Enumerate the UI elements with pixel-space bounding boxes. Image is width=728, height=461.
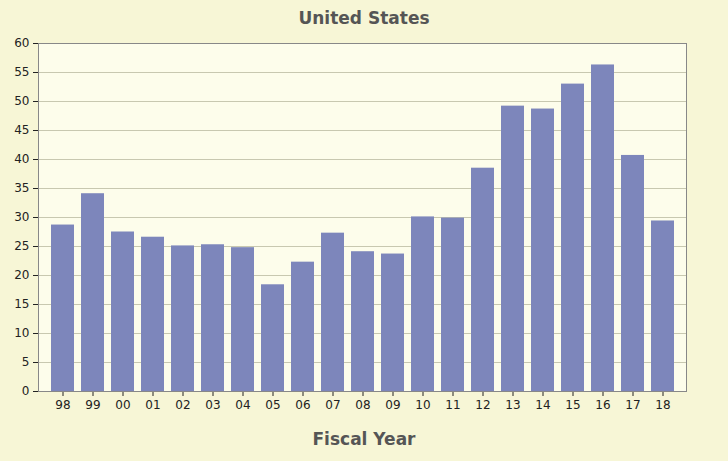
svg-text:01: 01 bbox=[145, 398, 160, 412]
svg-text:03: 03 bbox=[205, 398, 220, 412]
html-text:United States: United States bbox=[298, 8, 430, 28]
html-text:Fiscal Year: Fiscal Year bbox=[312, 429, 416, 449]
svg-text:98: 98 bbox=[55, 398, 70, 412]
svg-text:07: 07 bbox=[325, 398, 340, 412]
svg-text:20: 20 bbox=[14, 268, 29, 282]
svg-text:06: 06 bbox=[295, 398, 310, 412]
svg-text:12: 12 bbox=[475, 398, 490, 412]
svg-text:10: 10 bbox=[415, 398, 430, 412]
svg-text:18: 18 bbox=[655, 398, 670, 412]
svg-text:30: 30 bbox=[14, 210, 29, 224]
svg-text:05: 05 bbox=[265, 398, 280, 412]
svg-text:5: 5 bbox=[22, 355, 30, 369]
svg-text:15: 15 bbox=[565, 398, 580, 412]
svg-text:14: 14 bbox=[535, 398, 550, 412]
svg-text:04: 04 bbox=[235, 398, 250, 412]
svg-text:45: 45 bbox=[14, 123, 29, 137]
svg-text:15: 15 bbox=[14, 297, 29, 311]
svg-text:11: 11 bbox=[445, 398, 460, 412]
svg-text:02: 02 bbox=[175, 398, 190, 412]
svg-text:55: 55 bbox=[14, 65, 29, 79]
svg-text:99: 99 bbox=[85, 398, 100, 412]
svg-text:08: 08 bbox=[355, 398, 370, 412]
svg-text:09: 09 bbox=[385, 398, 400, 412]
svg-text:50: 50 bbox=[14, 94, 29, 108]
svg-text:10: 10 bbox=[14, 326, 29, 340]
svg-text:00: 00 bbox=[115, 398, 130, 412]
svg-text:0: 0 bbox=[22, 384, 30, 398]
svg-text:25: 25 bbox=[14, 239, 29, 253]
svg-text:60: 60 bbox=[14, 36, 29, 50]
svg-text:16: 16 bbox=[595, 398, 610, 412]
svg-text:13: 13 bbox=[505, 398, 520, 412]
svg-text:40: 40 bbox=[14, 152, 29, 166]
svg-text:35: 35 bbox=[14, 181, 29, 195]
svg-text:17: 17 bbox=[625, 398, 640, 412]
